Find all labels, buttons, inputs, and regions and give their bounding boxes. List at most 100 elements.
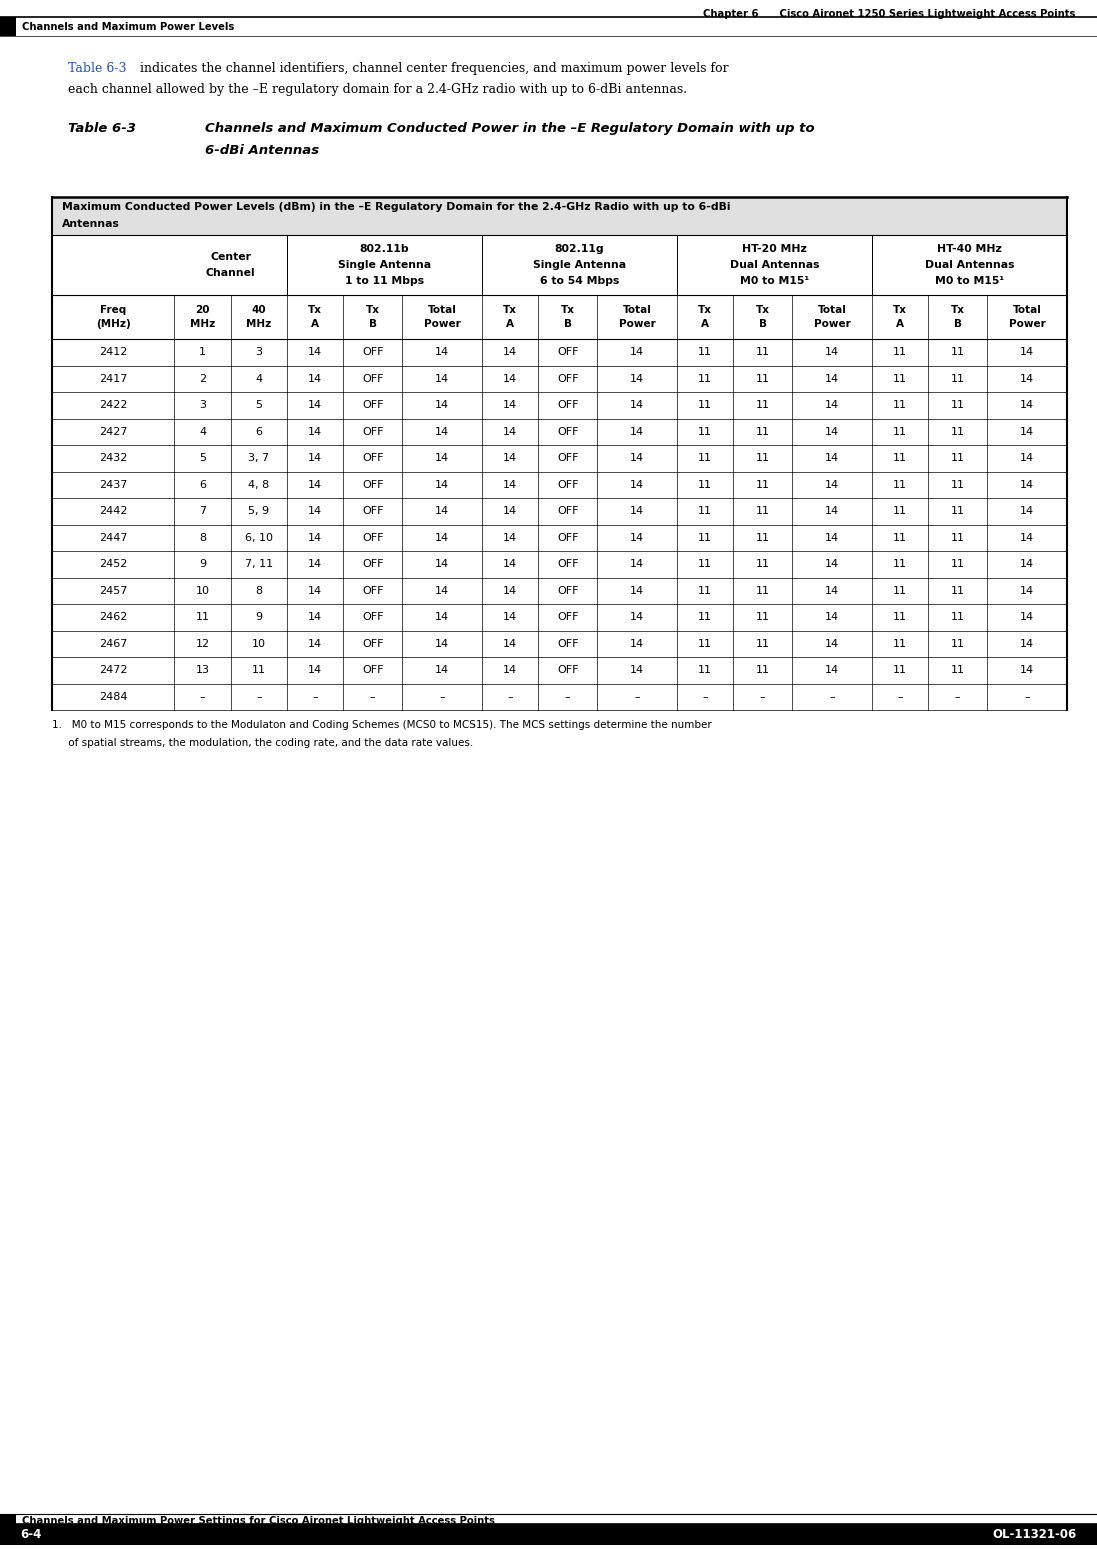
Text: 8: 8 <box>199 533 206 542</box>
Text: 14: 14 <box>1020 612 1034 623</box>
Text: 11: 11 <box>698 586 712 596</box>
Text: 14: 14 <box>825 559 839 568</box>
Text: 14: 14 <box>436 665 449 675</box>
Text: 14: 14 <box>504 638 517 649</box>
Text: 14: 14 <box>308 400 323 410</box>
Text: B: B <box>564 319 572 330</box>
Text: each channel allowed by the –E regulatory domain for a 2.4-GHz radio with up to : each channel allowed by the –E regulator… <box>68 84 687 96</box>
Text: 9: 9 <box>256 612 262 623</box>
Text: 11: 11 <box>951 347 964 358</box>
Text: OFF: OFF <box>557 665 578 675</box>
Text: Tx: Tx <box>561 305 575 314</box>
Text: Freq: Freq <box>100 305 126 314</box>
Text: Total: Total <box>428 305 456 314</box>
Text: 11: 11 <box>756 454 770 463</box>
Text: 11: 11 <box>698 347 712 358</box>
Text: B: B <box>369 319 376 330</box>
Text: 14: 14 <box>630 400 644 410</box>
Text: 11: 11 <box>756 347 770 358</box>
Text: OFF: OFF <box>362 373 383 384</box>
Text: 4: 4 <box>256 373 262 384</box>
Text: 6: 6 <box>256 428 262 437</box>
Text: 11: 11 <box>951 638 964 649</box>
Text: 6, 10: 6, 10 <box>245 533 273 542</box>
Text: Power: Power <box>619 319 655 330</box>
Text: 14: 14 <box>630 665 644 675</box>
Bar <box>52 197 1067 235</box>
Text: 14: 14 <box>630 428 644 437</box>
Text: 11: 11 <box>756 612 770 623</box>
Text: –: – <box>760 692 766 702</box>
Text: OFF: OFF <box>362 480 383 489</box>
Text: OFF: OFF <box>362 612 383 623</box>
Text: –: – <box>1025 692 1030 702</box>
Text: 11: 11 <box>195 612 210 623</box>
Text: OFF: OFF <box>557 612 578 623</box>
Text: 12: 12 <box>195 638 210 649</box>
Text: 14: 14 <box>630 347 644 358</box>
Text: Tx: Tx <box>365 305 380 314</box>
Text: 14: 14 <box>504 454 517 463</box>
Text: 14: 14 <box>504 428 517 437</box>
Text: 11: 11 <box>252 665 265 675</box>
Text: 11: 11 <box>756 373 770 384</box>
Text: OFF: OFF <box>362 533 383 542</box>
Text: OFF: OFF <box>557 428 578 437</box>
Text: 11: 11 <box>951 428 964 437</box>
Text: 2472: 2472 <box>99 665 127 675</box>
Text: 14: 14 <box>504 373 517 384</box>
Text: 14: 14 <box>308 665 323 675</box>
Text: 14: 14 <box>825 428 839 437</box>
Text: Power: Power <box>1009 319 1045 330</box>
Text: Total: Total <box>623 305 652 314</box>
Text: 14: 14 <box>504 507 517 516</box>
Text: 40: 40 <box>251 305 267 314</box>
Text: Antennas: Antennas <box>63 218 120 229</box>
Text: 7: 7 <box>199 507 206 516</box>
Text: 11: 11 <box>893 612 907 623</box>
Text: 2432: 2432 <box>99 454 127 463</box>
Text: Chapter 6      Cisco Aironet 1250 Series Lightweight Access Points: Chapter 6 Cisco Aironet 1250 Series Ligh… <box>702 9 1075 19</box>
Text: 14: 14 <box>308 612 323 623</box>
Text: OFF: OFF <box>557 454 578 463</box>
Text: Tx: Tx <box>698 305 712 314</box>
Text: 10: 10 <box>195 586 210 596</box>
Text: A: A <box>312 319 319 330</box>
Text: 5: 5 <box>256 400 262 410</box>
Text: 14: 14 <box>825 454 839 463</box>
Text: 1.   M0 to M15 corresponds to the Modulaton and Coding Schemes (MCS0 to MCS15). : 1. M0 to M15 corresponds to the Modulato… <box>52 720 712 730</box>
Text: 14: 14 <box>436 373 449 384</box>
Text: 11: 11 <box>756 507 770 516</box>
Text: Channels and Maximum Power Levels: Channels and Maximum Power Levels <box>22 22 235 31</box>
Text: 6-4: 6-4 <box>20 1527 42 1541</box>
Text: 10: 10 <box>252 638 265 649</box>
Text: OFF: OFF <box>362 507 383 516</box>
Text: Tx: Tx <box>756 305 770 314</box>
Text: 14: 14 <box>504 559 517 568</box>
Text: 11: 11 <box>951 612 964 623</box>
Text: A: A <box>701 319 709 330</box>
Text: 14: 14 <box>825 612 839 623</box>
Text: 14: 14 <box>308 373 323 384</box>
Text: 11: 11 <box>698 559 712 568</box>
Text: OFF: OFF <box>557 586 578 596</box>
Text: 11: 11 <box>893 638 907 649</box>
Text: 11: 11 <box>698 533 712 542</box>
Text: 14: 14 <box>1020 347 1034 358</box>
Text: 3: 3 <box>256 347 262 358</box>
Text: 2: 2 <box>199 373 206 384</box>
Text: –: – <box>200 692 205 702</box>
Text: 14: 14 <box>1020 665 1034 675</box>
Text: Channels and Maximum Power Settings for Cisco Aironet Lightweight Access Points: Channels and Maximum Power Settings for … <box>22 1515 495 1526</box>
Text: Channel: Channel <box>206 268 256 277</box>
Text: Center: Center <box>211 252 251 262</box>
Text: 14: 14 <box>308 347 323 358</box>
Text: 14: 14 <box>825 533 839 542</box>
Text: 11: 11 <box>893 454 907 463</box>
Text: 2442: 2442 <box>99 507 127 516</box>
Text: –: – <box>565 692 570 702</box>
Text: 14: 14 <box>504 665 517 675</box>
Text: 9: 9 <box>199 559 206 568</box>
Text: 14: 14 <box>436 612 449 623</box>
Text: 11: 11 <box>756 480 770 489</box>
